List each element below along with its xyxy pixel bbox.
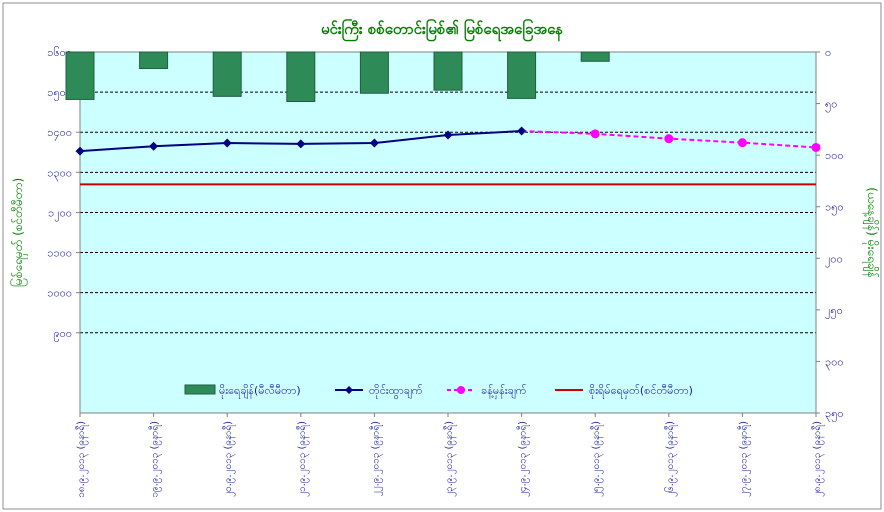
legend-marker bbox=[345, 386, 353, 394]
x-tick-label: ၂၂.၉.၂၀၁၃ (၉နာရီ) bbox=[368, 421, 383, 496]
x-tick-label: ၂၀.၉.၂၀၁၃ (၉နာရီ) bbox=[221, 421, 236, 497]
water-level-lines bbox=[75, 126, 821, 186]
legend: မိုးရေချိန်(မီလီမီတာ) တိုင်းထွာချက် ခန့်မှ… bbox=[184, 384, 693, 399]
rainfall-bar bbox=[286, 51, 316, 103]
x-tick-label: ၂၅.၉.၂၀၁၃ (၉နာရီ) bbox=[589, 421, 604, 497]
rainfall-bar bbox=[433, 51, 463, 91]
rainfall-bar bbox=[139, 51, 169, 70]
y2-tick-label: ၀ bbox=[825, 46, 831, 59]
x-tick-label: ၂၈.၉.၂၀၁၃ (၉နာရီ) bbox=[810, 421, 825, 497]
legend-item: မိုးရေချိန်(မီလီမီတာ) bbox=[184, 384, 301, 399]
observed-point bbox=[296, 139, 306, 149]
rainfall-bar bbox=[580, 51, 610, 62]
legend-item: ခန့်မှန်းချက် bbox=[447, 384, 527, 399]
forecast-point bbox=[590, 129, 600, 139]
y-axis-title: မြစ်ရေမှတ် (စင်တီမီတာ) bbox=[9, 178, 28, 287]
x-tick-label: ၂၃.၉.၂၀၁၃ (၉နာရီ) bbox=[442, 421, 457, 497]
legend-item: စိုးရိမ်ရေမှတ်(စင်တီမီတာ) bbox=[555, 384, 693, 399]
x-tick-label: ၂၆.၉.၂၀၁၃ (၉နာရီ) bbox=[663, 421, 678, 497]
x-axis: ၁၈.၉.၂၀၁၃ (၉နာရီ) ၁၉.၉.၂၀၁၃ (၉နာရီ) ၂၀.၉.၂… bbox=[74, 412, 825, 498]
legend-swatch bbox=[184, 384, 216, 395]
legend-label: စိုးရိမ်ရေမှတ်(စင်တီမီတာ) bbox=[589, 384, 693, 399]
y-tick-label: ၉၀၀ bbox=[53, 327, 72, 342]
observed-point bbox=[75, 146, 85, 156]
y2-tick-label: ၃၀၀ bbox=[825, 355, 844, 370]
observed-point bbox=[149, 141, 159, 151]
legend-label: တိုင်းထွာချက် bbox=[369, 384, 423, 399]
forecast-point bbox=[664, 134, 674, 144]
rainfall-bar bbox=[359, 51, 389, 94]
y2-tick-label: ၂၅၀ bbox=[825, 304, 843, 319]
y2-tick-label: ၅၀ bbox=[825, 98, 837, 113]
rainfall-bar bbox=[65, 51, 95, 100]
legend-marker bbox=[457, 386, 465, 394]
y2-tick-label: ၁၅၀ bbox=[825, 201, 844, 216]
x-tick-label: ၂၁.၉.၂၀၁၃ (၉နာရီ) bbox=[295, 421, 310, 497]
x-tick-label: ၂၄.၉.၂၀၁၃ (၉နာရီ) bbox=[516, 421, 531, 497]
y-tick-label: ၁၄၀၀ bbox=[47, 126, 72, 141]
rainfall-bar bbox=[507, 51, 537, 99]
legend-label: မိုးရေချိန်(မီလီမီတာ) bbox=[219, 384, 301, 399]
y2-tick-label: ၃၅၀ bbox=[825, 407, 844, 422]
observed-point bbox=[517, 126, 527, 136]
x-tick-label: ၁၈.၉.၂၀၁၃ (၉နာရီ) bbox=[74, 421, 89, 498]
y-tick-label: ၁၁၀၀ bbox=[47, 247, 72, 260]
y-tick-label: ၁၂၀၀ bbox=[48, 206, 72, 221]
y-tick-label: ၁၃၀၀ bbox=[47, 166, 72, 181]
y-tick-label: ၁၀၀၀ bbox=[47, 287, 72, 300]
legend-label: ခန့်မှန်းချက် bbox=[481, 384, 527, 399]
forecast-point bbox=[811, 142, 821, 152]
legend-item: တိုင်းထွာချက် bbox=[335, 384, 423, 399]
observed-point bbox=[222, 138, 232, 148]
plot-area bbox=[79, 51, 817, 414]
x-tick-label: ၁၉.၉.၂၀၁၃ (၉နာရီ) bbox=[148, 421, 163, 498]
y2-tick-label: ၂၀၀ bbox=[825, 252, 843, 267]
observed-point bbox=[369, 138, 379, 148]
rainfall-bar bbox=[212, 51, 242, 97]
observed-point bbox=[443, 130, 453, 140]
forecast-point bbox=[737, 138, 747, 148]
y2-tick-label: ၁၀၀ bbox=[825, 149, 844, 162]
rainfall-bars bbox=[65, 51, 610, 103]
x-tick-label: ၂၇.၉.၂၀၁၃ (၉နာရီ) bbox=[736, 421, 751, 497]
y2-axis-title: (ယနေ့ချိန်) မိုးရေချိန် bbox=[862, 187, 880, 278]
